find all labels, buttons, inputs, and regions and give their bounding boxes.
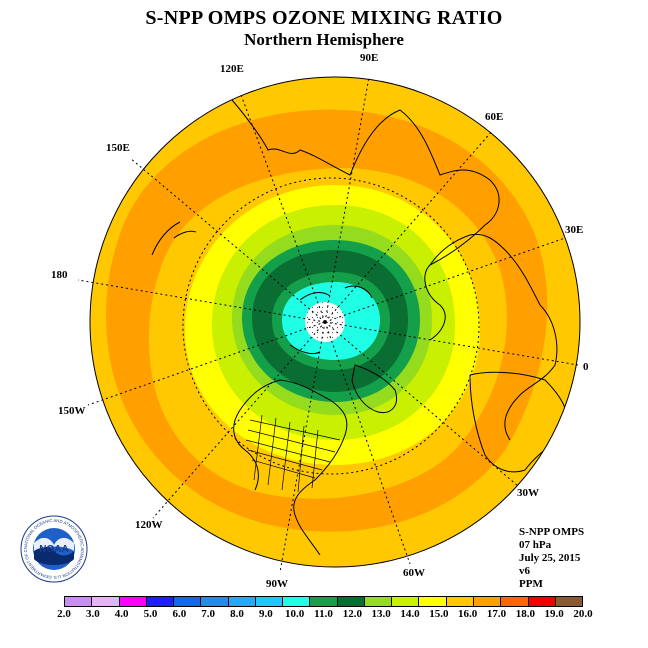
coast-europe — [429, 233, 558, 441]
lon-label-90w: 90W — [266, 578, 288, 590]
coast-japan — [151, 221, 197, 256]
ozone-field — [90, 77, 580, 567]
colorbar-tick-label: 18.0 — [515, 608, 535, 620]
info-level: 07 hPa — [519, 539, 552, 551]
colorbar-tick-label: 7.0 — [201, 608, 216, 620]
noaa-logo: NATIONAL OCEANIC AND ATMOSPHERIC ADMINIS… — [20, 515, 88, 583]
lon-label-150w: 150W — [58, 405, 86, 417]
map-subtitle: Northern Hemisphere — [244, 30, 404, 49]
colorbar-tick-label: 9.0 — [258, 608, 273, 620]
colorbar-tick-label: 2.0 — [57, 608, 71, 620]
colorbar-swatch — [255, 597, 284, 606]
lon-label-60e: 60E — [485, 111, 503, 123]
colorbar-swatch — [65, 597, 93, 606]
colorbar-swatch — [392, 597, 420, 606]
colorbar-swatch — [228, 597, 256, 606]
colorbar-swatch — [174, 597, 202, 606]
colorbar-swatch — [146, 597, 175, 606]
colorbar-tick-label: 17.0 — [486, 608, 507, 620]
colorbar-swatch — [92, 597, 120, 606]
colorbar-swatch — [283, 597, 311, 606]
colorbar-tick-label: 13.0 — [371, 608, 391, 620]
colorbar-tick-label: 15.0 — [429, 608, 449, 620]
colorbar-tick-label: 16.0 — [458, 608, 478, 620]
colorbar-swatch — [473, 597, 502, 606]
meridian-90e — [324, 76, 370, 323]
colorbar-swatch — [555, 597, 583, 606]
colorbar-swatch — [201, 597, 229, 606]
logo-text: NOAA — [39, 544, 68, 555]
map-title: S-NPP OMPS OZONE MIXING RATIO — [145, 7, 503, 29]
info-instrument: S-NPP OMPS — [519, 526, 585, 538]
lon-label-120e: 120E — [220, 63, 244, 75]
lon-label-90e: 90E — [360, 52, 378, 64]
info-date: July 25, 2015 — [519, 552, 581, 564]
coast-greenland — [351, 364, 397, 414]
colorbar-swatch — [364, 597, 393, 606]
coast-arctic-islands — [289, 285, 373, 355]
meridian-180 — [77, 279, 326, 323]
colorbar-tick-label: 10.0 — [285, 608, 305, 620]
map-boundary — [89, 76, 581, 568]
colorbar-tick-label: 3.0 — [85, 608, 100, 620]
meridian-30w — [324, 321, 519, 487]
coast-north-america — [233, 379, 348, 556]
colorbar-tick-label: 12.0 — [342, 608, 362, 620]
colorbar-tick-label: 5.0 — [143, 608, 158, 620]
colorbar-swatch — [310, 597, 338, 606]
meridian-150w — [87, 321, 326, 406]
colorbar-tick-label: 6.0 — [172, 608, 187, 620]
colorbar-tick-label: 11.0 — [314, 608, 333, 620]
lon-label-180: 180 — [51, 269, 68, 281]
info-version: v6 — [519, 565, 530, 577]
colorbar-swatch — [446, 597, 474, 606]
coast-asia — [231, 99, 500, 341]
lon-label-60w: 60W — [403, 567, 425, 579]
colorbar-tick-label: 20.0 — [573, 608, 593, 620]
lon-label-30w: 30W — [517, 487, 539, 499]
colorbar — [64, 596, 583, 607]
lon-label-30e: 30E — [565, 224, 583, 236]
lon-label-120w: 120W — [135, 519, 163, 531]
colorbar-tick-label: 14.0 — [400, 608, 420, 620]
meridian-90w — [279, 321, 326, 573]
colorbar-tick-label: 19.0 — [544, 608, 564, 620]
colorbar-tick-label: 4.0 — [114, 608, 129, 620]
colorbar-ticks: 2.0 3.0 4.0 5.0 6.0 7.0 8.0 9.0 10.0 11.0 12.0 13.0… — [57, 608, 593, 622]
us-state-lines — [245, 414, 341, 493]
meridians — [77, 76, 579, 573]
lon-label-0: 0 — [583, 361, 589, 373]
colorbar-tick-label: 8.0 — [230, 608, 244, 620]
meridian-30e — [324, 237, 566, 323]
lon-label-150e: 150E — [106, 142, 130, 154]
meridian-120e — [239, 91, 326, 323]
colorbar-swatch — [119, 597, 147, 606]
coastlines — [151, 99, 569, 556]
latitude-circle — [182, 177, 480, 475]
meridian-120w — [152, 321, 326, 519]
colorbar-swatch — [337, 597, 365, 606]
colorbar-swatch — [501, 597, 529, 606]
info-units: PPM — [519, 578, 543, 590]
colorbar-swatch — [528, 597, 556, 606]
longitude-labels: 90E 60E 30E 0 30W 60W 90W 120W 150W 180 … — [51, 52, 589, 590]
info-block: S-NPP OMPS 07 hPa July 25, 2015 v6 PPM — [519, 526, 584, 591]
colorbar-swatch — [419, 597, 447, 606]
